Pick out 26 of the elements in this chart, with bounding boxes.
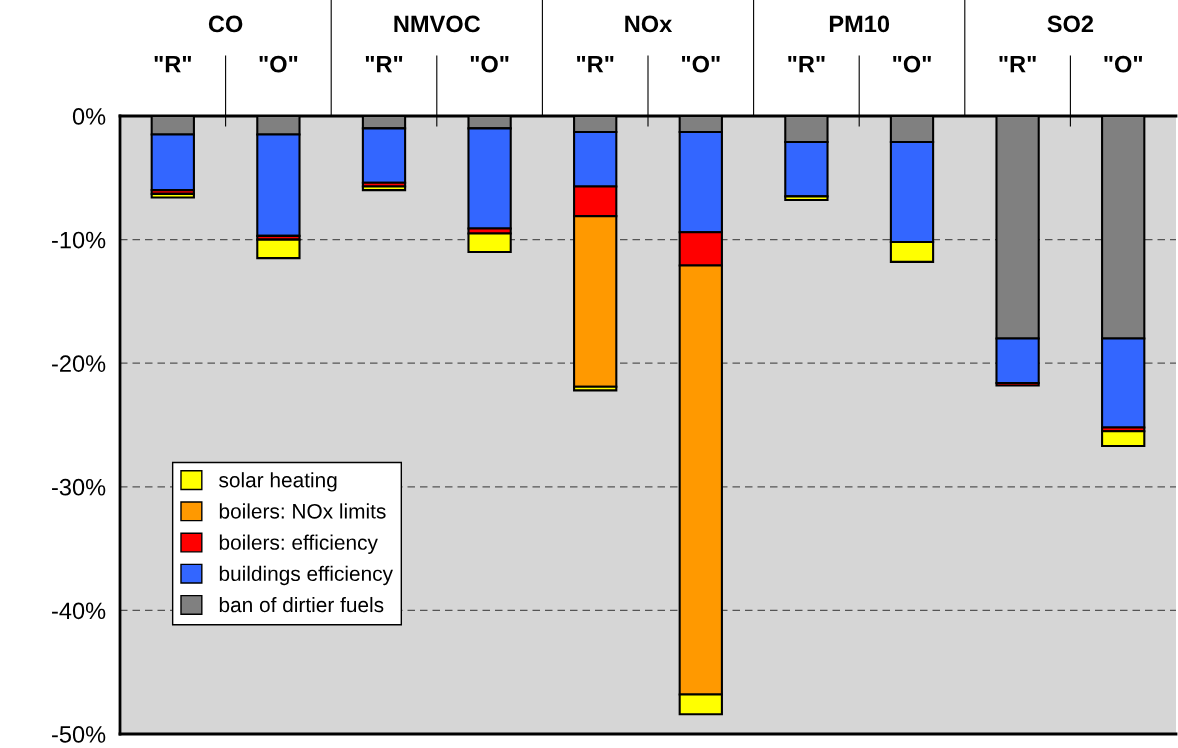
y-tick-label: -10% (52, 231, 106, 249)
text: SO2 (1047, 15, 1094, 33)
x-tick-label: "O" (1104, 55, 1143, 73)
x-tick-label: "O" (470, 55, 509, 73)
y-tick-label: 0% (72, 108, 106, 125)
x-tick-label: "R" (999, 55, 1036, 73)
legend-label: ban of dirtier fuels (219, 596, 384, 613)
text: NOx (625, 15, 673, 33)
legend-label: solar heating (219, 472, 337, 492)
legend-label: buildings efficiency (219, 565, 393, 586)
y-tick-label: -20% (52, 355, 106, 372)
legend-label: boilers: efficiency (219, 534, 378, 554)
x-tick-label: "R" (154, 55, 191, 73)
y-tick-label: -30% (52, 478, 106, 496)
text: NMVOC (394, 15, 481, 33)
x-tick-label: "O" (681, 55, 720, 73)
legend-label: boilers: NOx limits (219, 503, 386, 519)
x-tick-label: "O" (893, 55, 931, 73)
x-tick-label: "R" (577, 55, 614, 73)
x-tick-label: "R" (788, 55, 825, 73)
text: PM10 (829, 15, 890, 33)
x-tick-label: "O" (259, 55, 298, 73)
y-tick-label: -40% (52, 602, 106, 620)
x-tick-label: "R" (365, 55, 403, 73)
y-tick-label: -50% (52, 726, 106, 743)
text: CO (208, 15, 243, 33)
